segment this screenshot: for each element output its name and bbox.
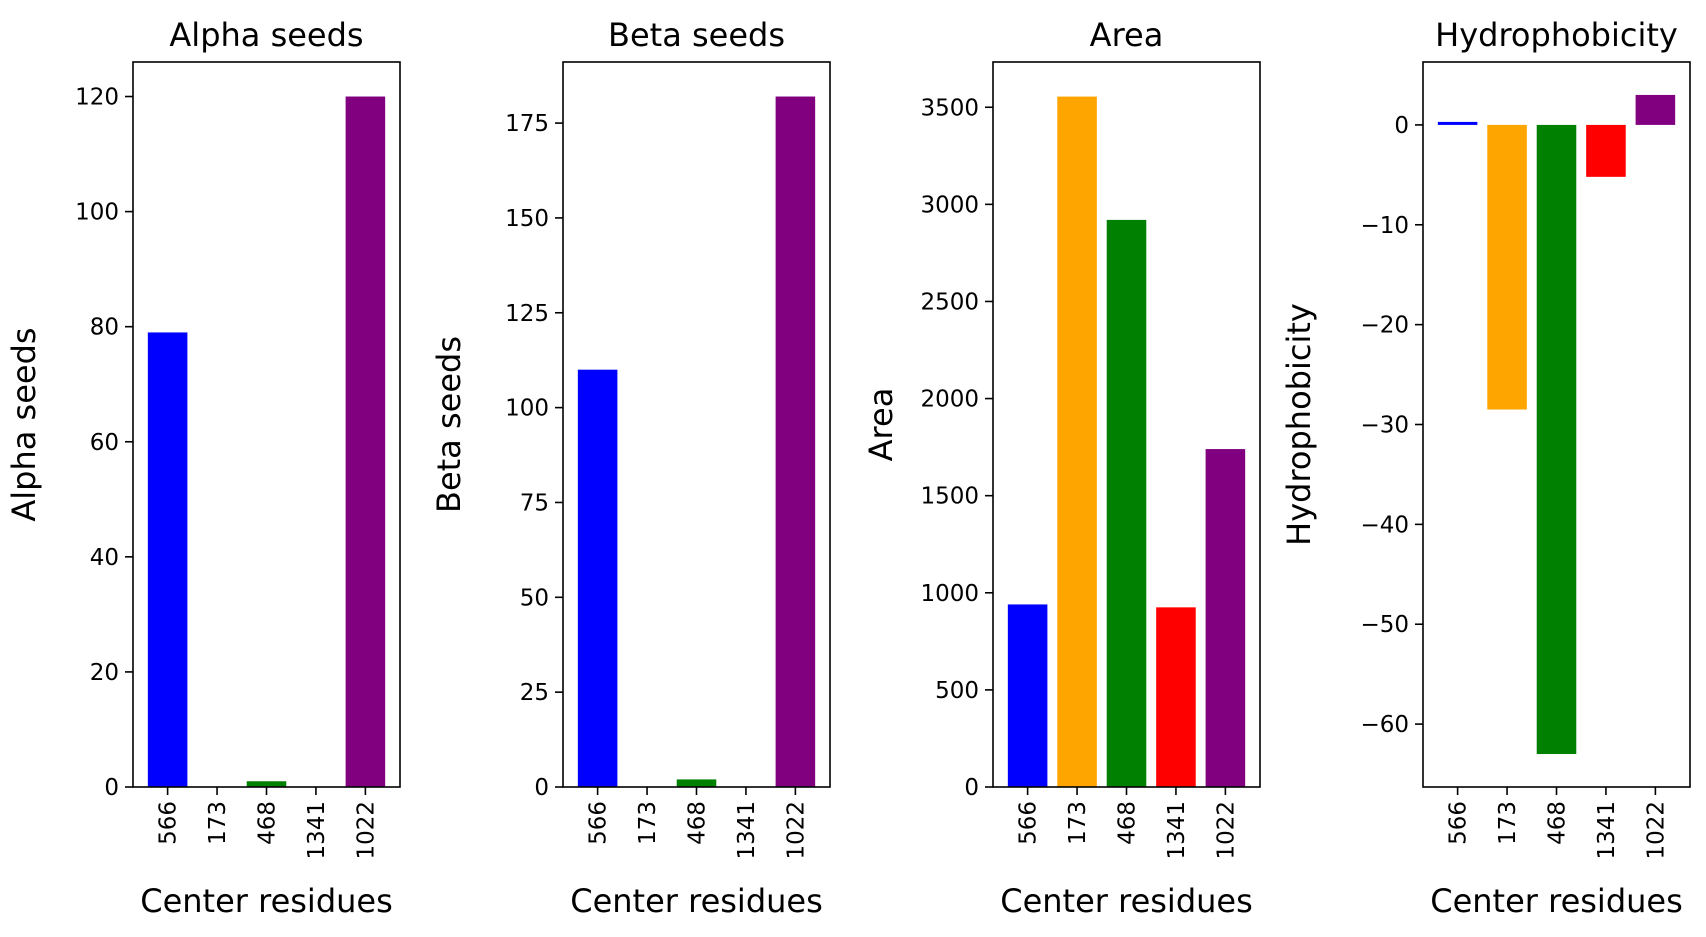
x-tick-label: 1341	[1164, 801, 1190, 860]
y-axis-label: Area	[862, 388, 900, 462]
x-tick-label: 1022	[1213, 801, 1239, 860]
alpha-seeds-panel: Alpha seeds Alpha seeds Center residues …	[5, 16, 401, 920]
bar-566	[1437, 121, 1478, 125]
bar-566	[1007, 604, 1048, 787]
y-tick-label: 2500	[920, 289, 979, 315]
x-tick-label: 173	[1495, 801, 1521, 845]
x-tick-label: 566	[156, 801, 182, 845]
panel-title: Hydrophobicity	[1435, 16, 1678, 54]
y-tick-label: 100	[75, 200, 119, 226]
y-tick-label: 80	[90, 315, 119, 341]
y-tick-label: −10	[1360, 213, 1409, 239]
y-axis-label: Beta seeds	[430, 336, 468, 513]
y-tick-label: −40	[1360, 512, 1409, 538]
y-axis-label: Hydrophobicity	[1280, 303, 1318, 546]
bar-468	[1536, 124, 1577, 755]
y-tick-label: −60	[1360, 712, 1409, 738]
hydrophobicity-panel: Hydrophobicity Hydrophobicity Center res…	[1280, 16, 1691, 920]
y-axis-label: Alpha seeds	[5, 327, 43, 521]
y-tick-label: 1000	[920, 581, 979, 607]
y-tick-label: 2000	[920, 387, 979, 413]
bar-566	[577, 369, 618, 787]
x-axis-label: Center residues	[140, 882, 393, 920]
x-tick-label: 1341	[304, 801, 330, 860]
bar-173	[1487, 124, 1527, 410]
x-axis-label: Center residues	[1430, 882, 1683, 920]
y-tick-label: 75	[520, 490, 549, 516]
y-tick-label: 125	[505, 301, 549, 327]
beta-seeds-panel: Beta seeds Beta seeds Center residues 0 2…	[430, 16, 831, 920]
x-axis-label: Center residues	[1000, 882, 1253, 920]
panel-title: Beta seeds	[608, 16, 785, 54]
y-tick-label: 0	[1394, 113, 1409, 139]
x-tick-label: 1022	[1643, 801, 1669, 860]
y-tick-label: 1500	[920, 484, 979, 510]
x-tick-label: 468	[255, 801, 281, 845]
bar-468	[246, 781, 287, 787]
x-tick-label: 468	[685, 801, 711, 845]
x-tick-label: 566	[1446, 801, 1472, 845]
y-tick-label: 100	[505, 396, 549, 422]
x-tick-label: 173	[635, 801, 661, 845]
bar-1341	[1156, 607, 1196, 787]
panel-title: Area	[1090, 16, 1164, 54]
x-tick-label: 468	[1545, 801, 1571, 845]
x-tick-label: 468	[1115, 801, 1141, 845]
y-tick-label: 60	[90, 430, 119, 456]
bar-1022	[1635, 94, 1676, 125]
bar-1022	[345, 96, 386, 787]
bar-1022	[1205, 449, 1246, 787]
bar-566	[147, 332, 188, 787]
y-tick-label: 175	[505, 111, 549, 137]
y-tick-label: 3500	[920, 95, 979, 121]
y-tick-label: 0	[534, 775, 549, 801]
bar-1341	[1586, 124, 1626, 177]
bar-1022	[775, 96, 816, 787]
y-tick-label: 150	[505, 206, 549, 232]
y-tick-label: −50	[1360, 612, 1409, 638]
x-tick-label: 173	[1065, 801, 1091, 845]
x-axis-label: Center residues	[570, 882, 823, 920]
x-tick-label: 1022	[783, 801, 809, 860]
x-tick-label: 1341	[734, 801, 760, 860]
y-tick-label: 0	[104, 775, 119, 801]
y-tick-label: 20	[90, 660, 119, 686]
y-tick-label: 500	[935, 678, 979, 704]
y-tick-label: 25	[520, 680, 549, 706]
x-tick-label: 1341	[1594, 801, 1620, 860]
area-panel: Area Area Center residues 0 500 1000 1500 20…	[862, 16, 1261, 920]
y-tick-label: 3000	[920, 192, 979, 218]
y-tick-label: −20	[1360, 313, 1409, 339]
x-tick-label: 1022	[353, 801, 379, 860]
x-tick-label: 566	[1016, 801, 1042, 845]
y-tick-label: 40	[90, 545, 119, 571]
bar-468	[1106, 219, 1147, 787]
x-tick-label: 173	[205, 801, 231, 845]
y-tick-label: 120	[75, 85, 119, 111]
y-tick-label: 0	[964, 775, 979, 801]
y-tick-label: 50	[520, 585, 549, 611]
x-tick-label: 566	[586, 801, 612, 845]
bar-468	[676, 779, 717, 787]
bar-173	[1057, 96, 1097, 787]
panel-title: Alpha seeds	[169, 16, 363, 54]
y-tick-label: −30	[1360, 413, 1409, 439]
